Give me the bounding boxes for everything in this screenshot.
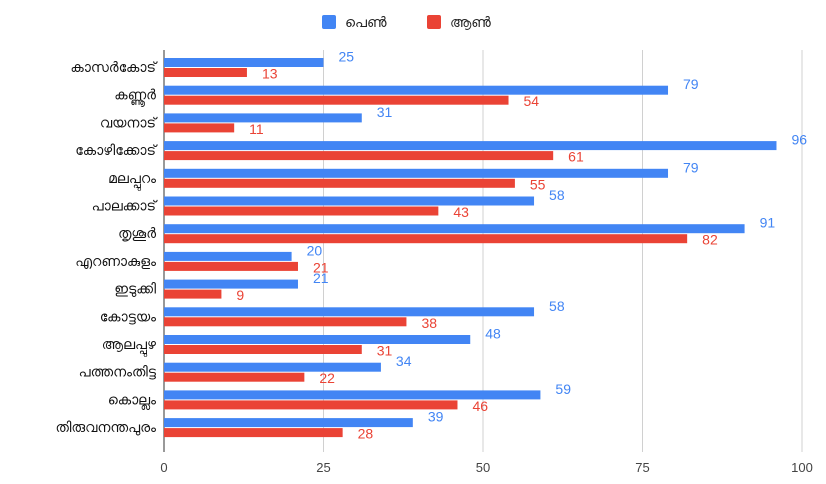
bar-1: [164, 372, 305, 382]
x-tick-label: 0: [160, 460, 167, 475]
x-tick-label: 50: [476, 460, 490, 475]
data-label-0: 79: [683, 76, 699, 92]
data-label-1: 38: [421, 315, 437, 331]
category-label: കാസർകോട്: [70, 60, 157, 76]
data-label-1: 22: [319, 370, 335, 386]
data-label-1: 46: [472, 398, 488, 414]
legend-swatch-0: [322, 15, 336, 29]
category-label: മലപ്പുറം: [108, 171, 156, 191]
bar-0: [164, 224, 745, 234]
legend-label-1: ആൺ: [450, 15, 491, 31]
data-label-0: 25: [339, 49, 355, 65]
bar-0: [164, 418, 413, 428]
bar-0: [164, 335, 471, 344]
bar-0: [164, 307, 535, 317]
bar-1: [164, 289, 222, 299]
data-label-1: 82: [702, 232, 718, 248]
bar-1: [164, 95, 509, 105]
data-label-0: 58: [549, 298, 565, 314]
category-label: തൃശൂർ: [118, 226, 156, 242]
data-label-1: 28: [358, 426, 374, 442]
bar-0: [164, 196, 535, 206]
bar-1: [164, 206, 439, 216]
data-label-0: 91: [760, 215, 776, 231]
bar-1: [164, 151, 554, 161]
x-tick-label: 25: [316, 460, 330, 475]
data-label-0: 59: [555, 381, 571, 397]
legend-label-0: പെൺ: [345, 15, 387, 31]
data-label-1: 11: [249, 121, 264, 137]
category-labels: കാസർകോട് കണ്ണൂർ വയനാട് കോഴിക്കോട് മലപ്പുറം പാ…: [56, 60, 158, 436]
category-label: പാലക്കാട്: [92, 199, 158, 215]
data-label-1: 9: [236, 287, 244, 303]
bar-0: [164, 362, 381, 372]
category-label: എറണാകുളം: [75, 254, 156, 270]
category-label: കൊല്ലം: [108, 392, 156, 410]
bar-1: [164, 68, 247, 77]
data-label-1: 31: [377, 343, 393, 359]
bars: [164, 58, 777, 438]
data-labels: 2513795431119661795558439182202121958384…: [236, 49, 807, 442]
data-label-0: 96: [791, 132, 807, 148]
data-label-0: 79: [683, 159, 699, 175]
bar-0: [164, 85, 669, 95]
category-label: വയനാട്: [100, 115, 158, 131]
category-label: തിരുവനന്തപുരം: [56, 420, 157, 436]
bar-0: [164, 251, 292, 261]
data-label-1: 54: [524, 93, 540, 109]
bar-1: [164, 261, 298, 271]
bar-1: [164, 123, 235, 133]
bar-1: [164, 400, 458, 410]
category-label: ആലപ്പുഴ: [102, 337, 156, 357]
bar-1: [164, 345, 362, 354]
category-label: ഇടുക്കി: [114, 282, 156, 298]
x-tick-label: 100: [791, 460, 813, 475]
data-label-1: 55: [530, 176, 546, 192]
bar-0: [164, 58, 324, 67]
bar-0: [164, 113, 362, 123]
bar-0: [164, 141, 777, 151]
bar-1: [164, 234, 688, 244]
category-label: പത്തനംതിട്ട: [79, 365, 157, 381]
legend: പെൺ ആൺ: [322, 15, 491, 31]
data-label-0: 21: [313, 270, 329, 286]
category-label: കണ്ണൂർ: [114, 88, 156, 108]
x-tick-label: 75: [635, 460, 649, 475]
data-label-1: 43: [453, 204, 469, 220]
data-label-0: 48: [485, 326, 501, 342]
data-label-0: 39: [428, 409, 444, 425]
category-label: കോട്ടയം: [100, 309, 156, 325]
data-label-0: 31: [377, 104, 393, 120]
bar-0: [164, 390, 541, 400]
bar-1: [164, 178, 515, 188]
bar-0: [164, 279, 298, 289]
data-label-0: 20: [307, 242, 323, 258]
x-axis-ticks: 0 25 50 75 100: [160, 460, 812, 475]
legend-swatch-1: [427, 15, 441, 29]
data-label-0: 34: [396, 353, 412, 369]
bar-1: [164, 317, 407, 327]
bar-0: [164, 168, 669, 178]
data-label-0: 58: [549, 187, 565, 203]
data-label-1: 13: [262, 66, 278, 82]
data-label-1: 21: [313, 259, 329, 275]
data-label-1: 61: [568, 149, 584, 165]
category-label: കോഴിക്കോട്: [75, 143, 157, 159]
bar-1: [164, 428, 343, 438]
